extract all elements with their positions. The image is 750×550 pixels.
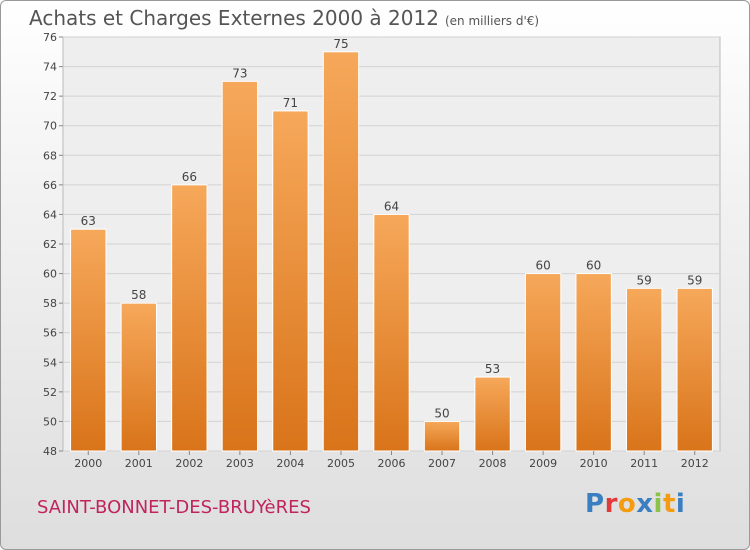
data-label: 58 xyxy=(131,288,146,302)
data-label: 60 xyxy=(535,259,550,273)
data-label: 53 xyxy=(485,362,500,376)
bar-2004 xyxy=(272,110,309,452)
bar-2005 xyxy=(322,51,360,452)
y-tick-label: 52 xyxy=(43,386,57,399)
logo-letter: P xyxy=(585,489,605,519)
y-axis: 48 50 52 54 56 58 60 62 64 66 68 70 72 74 76 xyxy=(43,31,63,458)
y-tick-label: 66 xyxy=(43,179,57,192)
data-label: 66 xyxy=(182,170,197,184)
x-tick-label: 2006 xyxy=(378,457,406,470)
commune-name: SAINT-BONNET-DES-BRUYèRES xyxy=(37,497,311,518)
logo-letter: i xyxy=(653,489,663,519)
chart-title: Achats et Charges Externes 2000 à 2012 (e… xyxy=(29,6,539,30)
y-tick-label: 76 xyxy=(43,31,57,44)
bar-2002 xyxy=(171,184,208,452)
y-tick-label: 58 xyxy=(43,297,57,310)
bar-2003 xyxy=(221,80,259,452)
y-tick-label: 48 xyxy=(43,445,57,458)
y-tick-label: 72 xyxy=(43,90,57,103)
bar-2008 xyxy=(474,376,511,452)
data-label: 63 xyxy=(81,214,96,228)
data-label: 75 xyxy=(333,37,348,51)
x-tick-label: 2000 xyxy=(74,457,102,470)
chart-subtitle: (en milliers d'€) xyxy=(444,14,540,28)
logo-letter: x xyxy=(636,489,654,519)
bar-2011 xyxy=(626,287,663,452)
bar-2000 xyxy=(70,228,107,452)
data-label: 50 xyxy=(434,406,449,420)
y-tick-label: 74 xyxy=(43,61,57,74)
x-tick-label: 2005 xyxy=(327,457,355,470)
x-tick-label: 2002 xyxy=(175,457,203,470)
logo-letter: r xyxy=(604,489,618,519)
logo-letter: o xyxy=(617,489,637,519)
y-tick-label: 60 xyxy=(43,268,57,281)
x-tick-label: 2004 xyxy=(276,457,304,470)
y-tick-label: 50 xyxy=(43,415,57,428)
x-axis: 2000 2001 2002 2003 2004 2005 2006 2007 2008 2009… xyxy=(74,451,709,470)
data-label: 73 xyxy=(232,66,247,80)
y-tick-label: 64 xyxy=(43,208,57,221)
data-label: 59 xyxy=(637,273,652,287)
data-label: 71 xyxy=(283,96,298,110)
x-tick-label: 2001 xyxy=(125,457,153,470)
data-label: 59 xyxy=(687,273,702,287)
x-tick-label: 2010 xyxy=(580,457,608,470)
x-tick-label: 2012 xyxy=(681,457,709,470)
bar-2010 xyxy=(575,273,612,452)
data-label: 64 xyxy=(384,199,399,213)
bars: 63 58 66 73 71 75 64 50 53 60 60 59 59 xyxy=(70,37,713,452)
y-tick-label: 62 xyxy=(43,238,57,251)
y-tick-label: 70 xyxy=(43,120,57,133)
y-tick-label: 54 xyxy=(43,356,57,369)
chart-title-text: Achats et Charges Externes 2000 à 2012 xyxy=(29,6,439,30)
bar-2007 xyxy=(423,420,461,452)
bar-2006 xyxy=(373,213,410,452)
x-tick-label: 2008 xyxy=(479,457,507,470)
y-tick-label: 68 xyxy=(43,149,57,162)
proxiti-logo[interactable]: Proxiti xyxy=(585,489,685,519)
bar-2012 xyxy=(676,287,713,452)
y-tick-label: 56 xyxy=(43,327,57,340)
bar-2001 xyxy=(120,302,157,452)
bar-2009 xyxy=(524,273,562,452)
x-tick-label: 2009 xyxy=(529,457,557,470)
logo-letter: i xyxy=(675,489,686,519)
x-tick-label: 2003 xyxy=(226,457,254,470)
x-tick-label: 2011 xyxy=(630,457,658,470)
x-tick-label: 2007 xyxy=(428,457,456,470)
logo-letter: t xyxy=(662,489,676,519)
data-label: 60 xyxy=(586,259,601,273)
